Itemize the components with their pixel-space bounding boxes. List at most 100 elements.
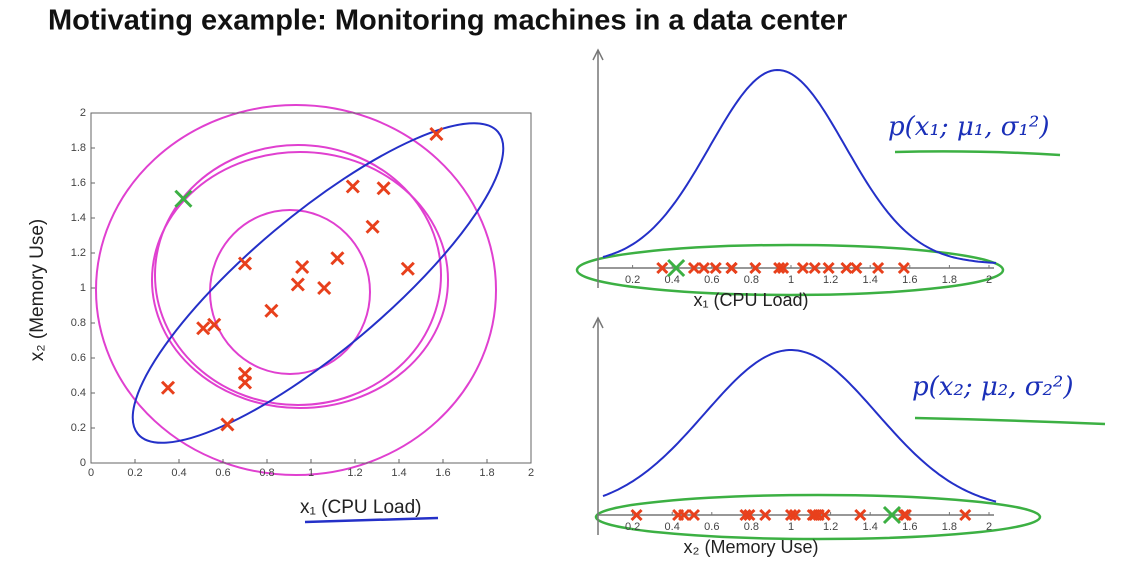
x-tick-label: 0.4	[665, 521, 680, 533]
y-tick-label: 1.8	[71, 142, 86, 154]
cross-stroke	[806, 508, 819, 522]
point	[174, 189, 193, 208]
cross-stroke	[743, 508, 756, 522]
cross-stroke	[854, 508, 867, 522]
cross-stroke	[174, 189, 193, 208]
cross-stroke	[687, 261, 701, 275]
contour-correlated	[131, 122, 505, 444]
point	[872, 261, 885, 275]
underline	[914, 416, 1106, 426]
x-tick-label: 1	[788, 521, 794, 533]
x-tick-label: 1.8	[479, 467, 494, 479]
cross-stroke	[749, 261, 762, 275]
x-tick-label: 0.6	[704, 521, 719, 533]
y-axis-label: x₂ (Memory Use)	[27, 219, 48, 362]
point	[264, 303, 279, 318]
x-tick-label: 1.8	[942, 274, 957, 286]
point	[330, 251, 345, 266]
x-tick-label: 0.8	[744, 521, 759, 533]
cross-stroke	[882, 505, 902, 525]
point	[897, 508, 910, 522]
cross-stroke	[725, 261, 738, 275]
x-tick-label: 0.6	[215, 467, 230, 479]
point	[788, 508, 802, 522]
cross-stroke	[290, 277, 305, 292]
cross-stroke	[237, 375, 253, 390]
point	[687, 508, 701, 522]
cross-stroke	[656, 261, 669, 275]
point	[806, 508, 819, 522]
point	[196, 321, 211, 336]
point	[290, 277, 305, 292]
x-tick-label: 1.2	[347, 467, 362, 479]
cross-stroke	[784, 508, 798, 522]
point	[854, 508, 867, 522]
axis-arrow	[592, 316, 604, 329]
x-tick-label: 0.4	[665, 274, 680, 286]
point	[709, 261, 722, 275]
x-tick-label: 0.2	[625, 274, 640, 286]
y-tick-label: 1.4	[71, 212, 86, 224]
x-tick-label: 0.8	[744, 274, 759, 286]
point	[882, 505, 902, 525]
point	[687, 261, 701, 275]
contour-outer	[95, 104, 497, 476]
point	[220, 417, 235, 432]
point	[897, 261, 910, 275]
y-tick-label: 1	[80, 282, 86, 294]
point	[207, 317, 222, 332]
contour-middle-2	[151, 151, 449, 409]
contours	[95, 104, 505, 476]
point	[749, 261, 762, 275]
cross-stroke	[220, 417, 235, 432]
contour-inner	[209, 209, 371, 375]
cross-stroke	[264, 303, 279, 318]
x-tick-label: 0	[88, 467, 94, 479]
cross-stroke	[777, 261, 790, 275]
point	[376, 181, 391, 196]
cross-stroke	[667, 258, 686, 278]
x-tick-label: 1.4	[863, 521, 878, 533]
point	[630, 508, 643, 522]
cross-stroke	[796, 261, 809, 275]
x-tick-label: 1.4	[863, 274, 878, 286]
x-tick-label: 1.6	[902, 274, 917, 286]
x-axis-label: x₂ (Memory Use)	[684, 537, 819, 557]
cross-stroke	[697, 261, 710, 275]
x-tick-label: 0.8	[259, 467, 274, 479]
point	[773, 261, 786, 275]
cross-stroke	[788, 508, 802, 522]
point	[365, 219, 380, 234]
x-tick-label: 1.2	[823, 521, 838, 533]
point	[237, 375, 253, 390]
point	[160, 380, 176, 395]
underline	[304, 516, 439, 524]
cross-stroke	[672, 508, 685, 522]
point	[840, 261, 853, 275]
point	[808, 261, 821, 275]
point	[784, 508, 798, 522]
cross-stroke	[959, 508, 972, 522]
point	[959, 508, 972, 522]
x-tick-label: 2	[986, 521, 992, 533]
point	[697, 261, 710, 275]
point	[429, 126, 444, 142]
y-tick-label: 0	[80, 457, 86, 469]
density-curve	[602, 68, 997, 264]
cross-stroke	[808, 261, 821, 275]
point	[822, 261, 835, 275]
point	[656, 261, 669, 275]
y-tick-label: 0.4	[71, 387, 86, 399]
point	[667, 258, 686, 278]
y-tick-label: 1.6	[71, 177, 86, 189]
cross-stroke	[376, 181, 391, 196]
density-annotation: p(x₁; μ₁, σ₁²)	[888, 112, 1049, 142]
cross-stroke	[317, 280, 332, 296]
x-axis-label: x₁ (CPU Load)	[300, 497, 422, 518]
cross-stroke	[687, 508, 701, 522]
y-tick-label: 0.6	[71, 352, 86, 364]
cross-stroke	[429, 126, 444, 142]
cross-stroke	[897, 508, 910, 522]
cross-stroke	[400, 261, 415, 276]
hand-underlines	[304, 150, 1106, 541]
